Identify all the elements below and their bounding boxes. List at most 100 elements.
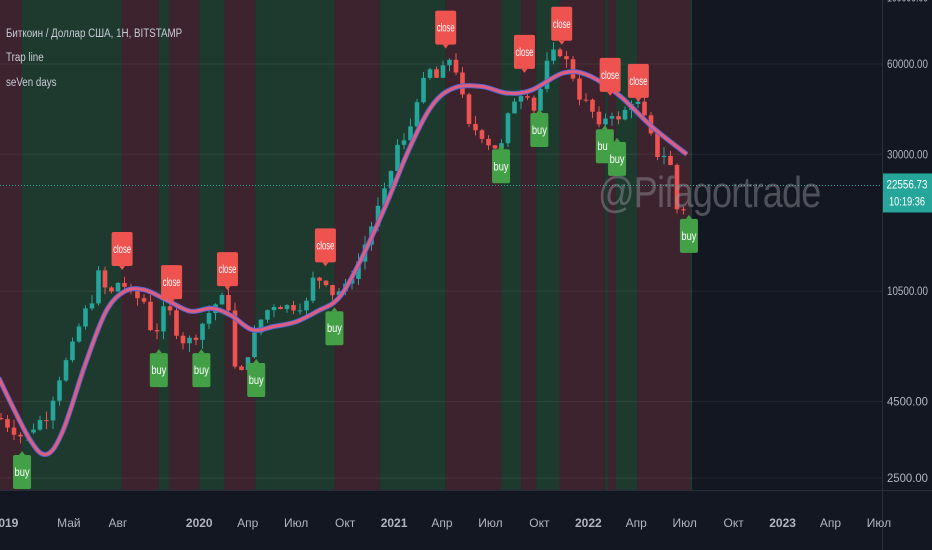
time-tick-label: Июл (672, 516, 696, 530)
candle-up (538, 88, 543, 111)
candle-down (460, 72, 465, 95)
candle-up (518, 96, 524, 102)
price-tick-label: 60000.00 (887, 57, 928, 71)
close-signal: close (551, 6, 573, 45)
arrow-down-icon (322, 262, 329, 267)
close-label-text: close (316, 238, 334, 252)
candle-down (109, 287, 114, 292)
candle-up (447, 59, 452, 66)
last-price-value: 22556.73 (887, 177, 928, 191)
close-signal: close (111, 232, 133, 271)
candle-down (616, 116, 621, 120)
candle-up (382, 188, 387, 206)
candle-down (278, 306, 283, 310)
buy-label-text: buy (681, 229, 696, 243)
close-label-text: close (437, 21, 455, 35)
watermark: @Pifagortrade (598, 168, 821, 217)
candle-up (505, 113, 511, 144)
time-tick-label: Окт (335, 516, 356, 530)
candle-down (148, 301, 153, 331)
price-tick-label: 2500.00 (887, 471, 928, 485)
time-tick-label: 2021 (381, 516, 408, 530)
candle-up (200, 323, 205, 340)
candle-up (499, 143, 504, 149)
band-green (616, 0, 638, 490)
band-red (334, 0, 380, 490)
buy-label-text: buy (610, 152, 625, 166)
band-green (604, 0, 609, 490)
close-label-box (216, 252, 238, 287)
time-tick-label: Апр (237, 516, 259, 530)
candle-down (226, 294, 231, 311)
bar-countdown: 10:19:36 (889, 194, 925, 208)
arrow-up-icon (601, 125, 608, 130)
buy-label-text: buy (194, 363, 209, 377)
indicator-trap-line[interactable]: Trap line (6, 52, 44, 64)
buy-label-box (530, 113, 549, 148)
close-label-text: close (553, 17, 571, 31)
candle-up (115, 282, 121, 292)
candle-down (18, 434, 23, 437)
close-label-text: close (515, 45, 533, 59)
candle-down (525, 96, 530, 98)
buy-label-box (608, 141, 627, 176)
buy-label-text: buy (15, 465, 30, 479)
price-axis-ticks: 100000.00 60000.00 30000.00 10500.00 4500.00… (887, 0, 928, 485)
candle-down (642, 101, 647, 116)
arrow-up-icon (198, 349, 205, 354)
candle-up (96, 270, 101, 304)
buy-label-text: buy (151, 363, 166, 377)
time-axis-ticks: 2019 Май Авг 2020 Апр Июл Окт 2021 Апр Июл Окт 2022… (0, 516, 891, 530)
band-green (199, 0, 225, 490)
band-red (608, 0, 617, 490)
candle-down (479, 130, 485, 139)
candle-up (388, 171, 394, 189)
candle-down (0, 418, 4, 420)
candle-up (31, 429, 36, 433)
buy-label-box (492, 149, 511, 184)
candle-down (596, 111, 602, 125)
candle-down (492, 145, 498, 149)
candle-up (70, 341, 75, 361)
candle-up (252, 332, 257, 358)
buy-label-box (149, 353, 168, 388)
band-green (501, 0, 522, 490)
buy-label-box (192, 353, 211, 388)
time-tick-label: Апр (431, 516, 453, 530)
close-label-text: close (113, 242, 131, 256)
buy-signal: buy (247, 359, 266, 398)
candle-up (395, 144, 400, 172)
time-tick-label: Окт (724, 516, 745, 530)
buy-signal: buy (530, 109, 549, 148)
candle-down (590, 99, 595, 112)
price-tick-label: 4500.00 (887, 394, 928, 408)
close-label-text: close (629, 74, 647, 88)
buy-signal: buy (608, 137, 627, 176)
band-red (445, 0, 502, 490)
close-signal: close (513, 34, 535, 73)
band-red (224, 0, 256, 490)
candle-down (239, 366, 244, 371)
price-axis[interactable] (882, 0, 932, 490)
candle-down (473, 123, 478, 131)
buy-signal: buy (492, 145, 511, 184)
candle-down (135, 290, 140, 299)
close-signal: close (314, 228, 336, 267)
candle-down (570, 59, 576, 79)
candle-down (434, 69, 439, 78)
buy-label-text: buy (327, 321, 342, 335)
symbol-title[interactable]: Биткоин / Доллар США, 1Н, BITSTAMP (6, 28, 183, 40)
candle-down (317, 277, 322, 281)
indicator-seven-days[interactable]: seVen days (6, 77, 57, 89)
candle-down (577, 78, 582, 100)
candle-up (310, 277, 316, 301)
arrow-down-icon (442, 44, 449, 49)
candle-down (232, 310, 238, 367)
candle-up (622, 109, 628, 120)
time-tick-label: 2020 (186, 516, 213, 530)
candle-up (635, 101, 641, 104)
candle-up (336, 291, 342, 296)
candle-down (11, 427, 17, 435)
candle-up (609, 116, 615, 119)
